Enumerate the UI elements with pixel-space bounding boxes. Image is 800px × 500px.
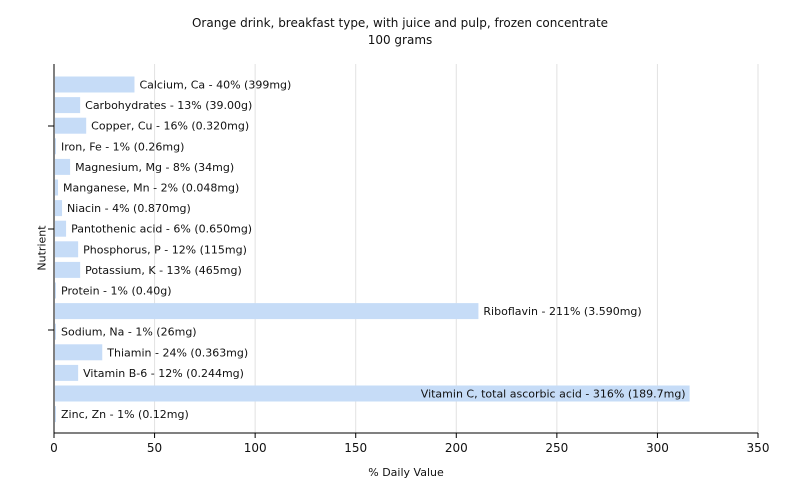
x-tick-label: 200 xyxy=(445,441,468,455)
bar xyxy=(55,282,57,299)
bar-label: Iron, Fe - 1% (0.26mg) xyxy=(61,140,184,153)
x-tick-label: 150 xyxy=(344,441,367,455)
bar xyxy=(55,158,71,175)
bar xyxy=(55,303,479,320)
bar xyxy=(55,138,57,155)
bar-label: Sodium, Na - 1% (26mg) xyxy=(61,326,197,339)
bar-label: Copper, Cu - 16% (0.320mg) xyxy=(91,120,249,133)
x-tick-label: 100 xyxy=(244,441,267,455)
bar-label: Protein - 1% (0.40g) xyxy=(61,285,172,298)
x-tick-label: 300 xyxy=(646,441,669,455)
bar xyxy=(55,179,59,196)
x-tick-label: 250 xyxy=(545,441,568,455)
x-tick-label: 0 xyxy=(50,441,58,455)
x-tick-label: 50 xyxy=(147,441,162,455)
bar xyxy=(55,241,79,258)
bar xyxy=(55,364,79,381)
bar xyxy=(55,323,57,340)
bar xyxy=(55,385,690,402)
bar-label: Potassium, K - 13% (465mg) xyxy=(85,264,242,277)
bar xyxy=(55,261,81,278)
bar xyxy=(55,220,67,237)
bar-label: Riboflavin - 211% (3.590mg) xyxy=(483,305,641,318)
bar-label: Thiamin - 24% (0.363mg) xyxy=(106,346,248,359)
bar xyxy=(55,76,135,93)
bar-label: Carbohydrates - 13% (39.00g) xyxy=(85,99,252,112)
bar xyxy=(55,117,87,134)
y-axis-label: Nutrient xyxy=(35,225,49,271)
bar-label: Phosphorus, P - 12% (115mg) xyxy=(83,243,247,256)
bar xyxy=(55,200,63,217)
bar-label: Pantothenic acid - 6% (0.650mg) xyxy=(71,223,252,236)
bar-label: Magnesium, Mg - 8% (34mg) xyxy=(75,161,234,174)
bar-label: Vitamin B-6 - 12% (0.244mg) xyxy=(83,367,244,380)
bar-label: Niacin - 4% (0.870mg) xyxy=(67,202,191,215)
bar xyxy=(55,97,81,114)
bar-label: Zinc, Zn - 1% (0.12mg) xyxy=(61,408,189,421)
bar-label: Manganese, Mn - 2% (0.048mg) xyxy=(63,182,239,195)
x-tick-label: 350 xyxy=(747,441,770,455)
chart-title: Orange drink, breakfast type, with juice… xyxy=(191,16,609,30)
bar-label: Vitamin C, total ascorbic acid - 316% (1… xyxy=(421,388,686,401)
chart-subtitle: 100 grams xyxy=(367,33,433,47)
bar-label: Calcium, Ca - 40% (399mg) xyxy=(139,79,291,92)
bar xyxy=(55,344,103,361)
x-axis-label: % Daily Value xyxy=(368,466,444,479)
bar xyxy=(55,406,57,423)
